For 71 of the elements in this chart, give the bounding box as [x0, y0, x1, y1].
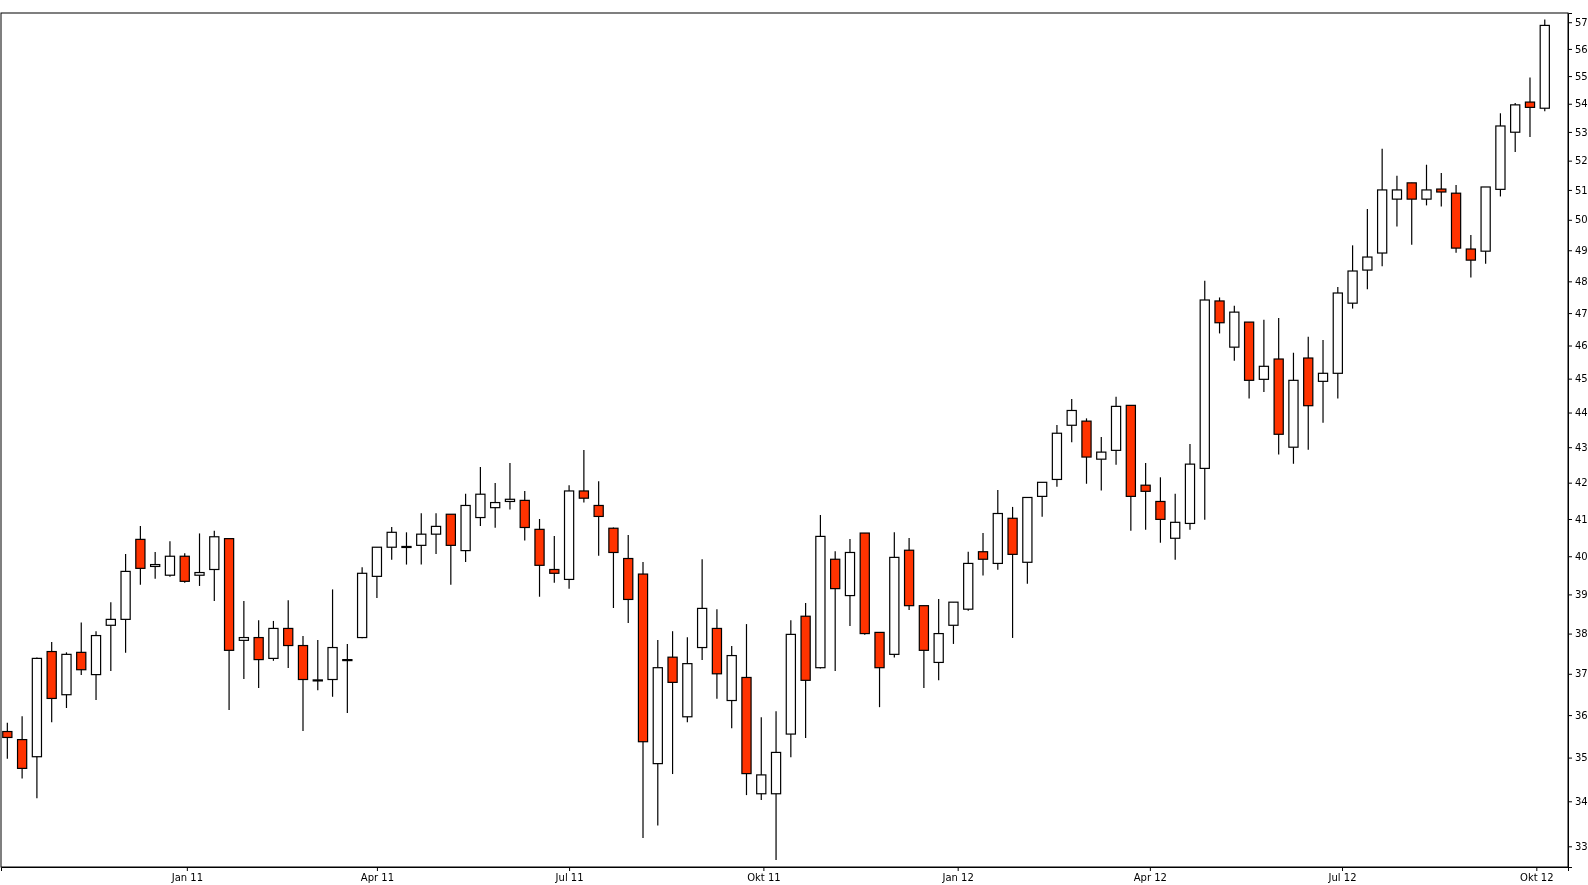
candlestick	[1391, 175, 1403, 228]
y-tick-label: 36	[1575, 709, 1588, 721]
candlestick	[1317, 339, 1329, 424]
x-tick-label: Okt 12	[1520, 872, 1554, 884]
candlestick	[1155, 476, 1166, 544]
y-tick-label: 56	[1575, 43, 1588, 55]
candlestick	[416, 512, 427, 566]
candlestick	[475, 466, 486, 527]
candlestick	[401, 531, 412, 566]
x-tick-label: Apr 11	[360, 872, 395, 884]
y-tick-label: 40	[1575, 550, 1588, 562]
candlestick	[312, 639, 323, 691]
y-tick-label: 34	[1575, 795, 1588, 807]
candlestick	[342, 643, 353, 714]
y-tick-label: 55	[1575, 70, 1588, 82]
candlestick	[149, 551, 161, 580]
candlestick	[977, 532, 989, 577]
y-tick-label: 33	[1575, 841, 1588, 852]
candlestick	[1066, 398, 1077, 443]
x-tick-label: Jul 12	[1327, 872, 1357, 884]
y-tick-label: 57	[1575, 16, 1588, 28]
x-tick-label: Jan 11	[170, 872, 204, 884]
y-tick-label: 52	[1575, 155, 1588, 167]
y-tick-label: 53	[1575, 126, 1588, 138]
x-tick-label: Okt 11	[747, 872, 781, 884]
y-tick-label: 54	[1575, 98, 1588, 110]
y-tick-label: 45	[1575, 373, 1588, 385]
y-tick-label: 42	[1575, 477, 1588, 489]
candlestick	[386, 526, 397, 561]
candlestick	[283, 599, 294, 669]
candlestick	[194, 532, 205, 587]
candlestick	[1465, 234, 1477, 279]
y-tick-label: 41	[1575, 513, 1588, 525]
candlestick	[1524, 76, 1536, 138]
y-tick-label: 35	[1575, 752, 1588, 764]
y-tick-label: 39	[1575, 589, 1588, 601]
candlestick	[1140, 462, 1151, 531]
candlestick	[1214, 296, 1225, 335]
y-tick-label: 43	[1575, 441, 1588, 453]
candlestick	[948, 601, 959, 645]
candlestick	[164, 540, 176, 578]
candlestick	[1258, 319, 1270, 393]
x-tick-label: Apr 12	[1133, 872, 1167, 884]
candlestick	[1406, 182, 1417, 246]
y-tick-label: 51	[1575, 184, 1588, 196]
candlestick	[430, 512, 442, 555]
candlestick	[1036, 481, 1048, 518]
y-tick-label: 37	[1575, 668, 1588, 680]
y-tick-label: 38	[1575, 628, 1588, 640]
candlestick	[1421, 164, 1432, 206]
candlestick	[549, 535, 560, 584]
candlestick	[578, 449, 590, 504]
y-tick-label: 46	[1575, 340, 1588, 352]
candlestick	[489, 482, 501, 529]
candlestick	[1436, 172, 1447, 208]
candlestick	[593, 480, 604, 557]
candlestick	[1170, 493, 1181, 561]
y-tick-label: 47	[1575, 307, 1588, 319]
candlestick	[1096, 436, 1107, 492]
candlestick	[76, 621, 87, 676]
y-tick-label: 48	[1575, 276, 1588, 288]
candlestick	[1362, 208, 1373, 290]
candlestick	[105, 601, 116, 672]
x-tick-label: Jul 11	[554, 872, 584, 884]
y-tick-label: 44	[1575, 407, 1588, 419]
candlestick	[253, 619, 264, 689]
candlestick	[238, 600, 250, 680]
candlestick	[756, 716, 767, 801]
y-tick-label: 50	[1575, 214, 1588, 226]
x-tick-label: Jan 12	[941, 872, 974, 884]
y-tick-label: 49	[1575, 244, 1588, 256]
